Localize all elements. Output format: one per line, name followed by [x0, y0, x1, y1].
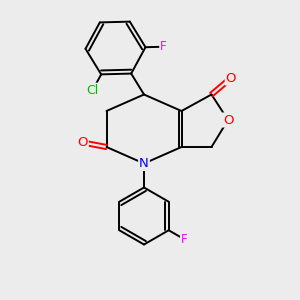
Text: O: O: [226, 71, 236, 85]
Text: F: F: [181, 233, 188, 246]
Text: O: O: [223, 113, 233, 127]
Text: F: F: [160, 40, 167, 53]
Text: O: O: [77, 136, 88, 149]
Text: N: N: [139, 157, 149, 170]
Text: Cl: Cl: [86, 84, 99, 97]
